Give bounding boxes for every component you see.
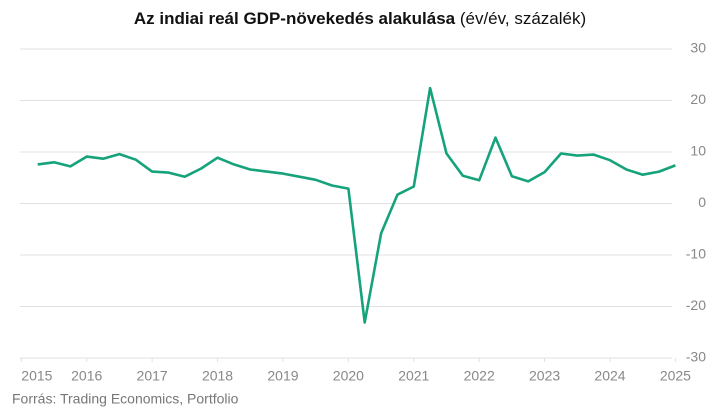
chart-subtitle: (év/év, százalék): [460, 9, 586, 28]
y-tick-label: -10: [686, 246, 706, 262]
x-tick-label: 2025: [660, 368, 691, 384]
data-line: [37, 86, 676, 324]
y-tick-label: 10: [690, 143, 706, 159]
chart-title: Az indiai reál GDP-növekedés alakulása: [134, 9, 456, 28]
x-tick-label: 2022: [464, 368, 495, 384]
y-tick-label: 30: [690, 40, 706, 56]
x-tick-label: 2024: [594, 368, 625, 384]
x-tick-label: 2017: [137, 368, 168, 384]
x-tick-label: 2018: [202, 368, 233, 384]
y-tick-label: 0: [698, 194, 706, 210]
x-tick-label: 2023: [529, 368, 560, 384]
y-tick-label: -30: [686, 349, 706, 365]
x-tick-label: 2015: [21, 368, 52, 384]
source: Forrás: Trading Economics, Portfolio: [12, 391, 239, 407]
y-tick-label: -20: [686, 297, 706, 313]
chart-title-group: Az indiai reál GDP-növekedés alakulása (…: [134, 9, 586, 28]
x-tick-label: 2021: [398, 368, 429, 384]
x-tick-label: 2019: [267, 368, 298, 384]
x-tick-label: 2016: [71, 368, 102, 384]
x-tick-label: 2020: [333, 368, 364, 384]
y-tick-label: 20: [690, 91, 706, 107]
